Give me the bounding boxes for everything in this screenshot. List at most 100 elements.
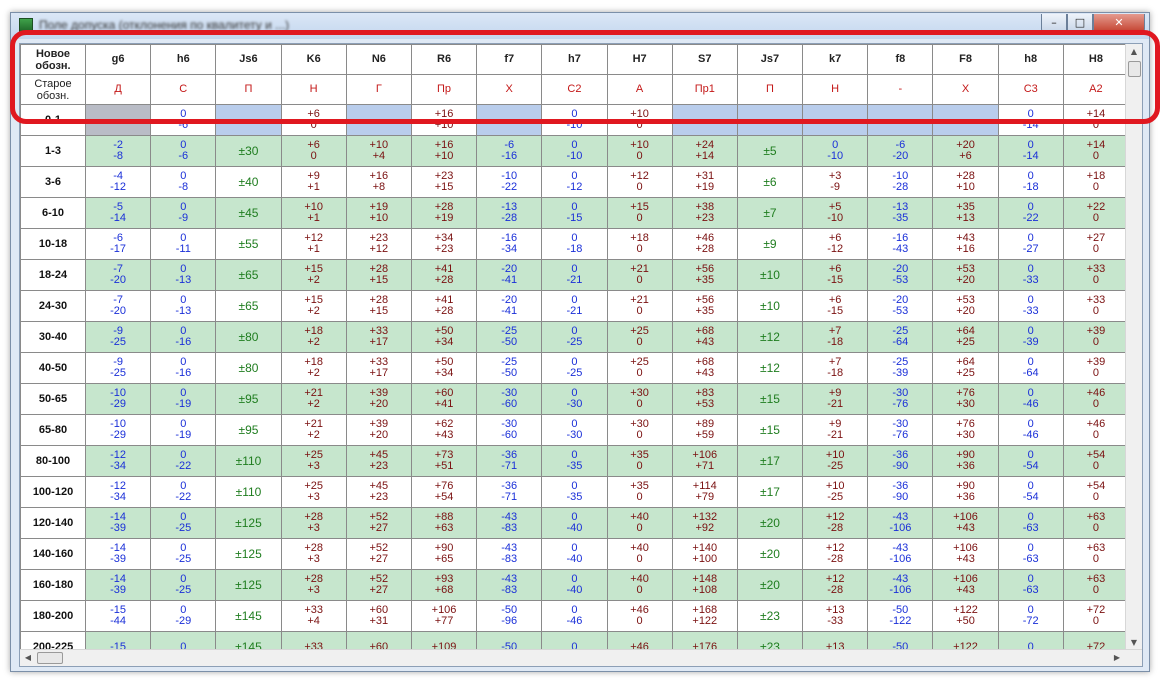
table-cell[interactable]: +16 +10: [410, 104, 478, 136]
table-cell[interactable]: 0 -29: [150, 600, 217, 632]
table-cell[interactable]: ±65: [215, 290, 282, 322]
table-cell[interactable]: -25 -50: [476, 321, 543, 353]
table-cell[interactable]: +30 0: [606, 383, 673, 415]
table-cell[interactable]: +12 -28: [802, 507, 869, 539]
table-cell[interactable]: +41 +28: [410, 259, 478, 291]
column-header-n6[interactable]: N6: [345, 44, 412, 75]
table-cell[interactable]: +28 +15: [345, 290, 412, 322]
row-header-range[interactable]: 120-140: [20, 507, 86, 539]
table-cell[interactable]: -15 -44: [84, 600, 152, 632]
table-cell[interactable]: [84, 104, 152, 136]
table-cell[interactable]: 0 -8: [150, 166, 217, 198]
table-cell[interactable]: +63 0: [1062, 569, 1130, 601]
row-header-range[interactable]: 180-200: [20, 600, 86, 632]
table-cell[interactable]: +52 +27: [345, 538, 412, 570]
table-cell[interactable]: +45 +23: [345, 476, 412, 508]
table-cell[interactable]: +35 0: [606, 445, 673, 477]
table-cell[interactable]: +106 +77: [410, 600, 478, 632]
table-cell[interactable]: -43 -83: [476, 538, 543, 570]
table-cell[interactable]: +46 0: [606, 600, 673, 632]
table-cell[interactable]: 0 -21: [541, 259, 608, 291]
table-cell[interactable]: [345, 104, 412, 136]
table-cell[interactable]: ±125: [215, 538, 282, 570]
table-cell[interactable]: +31 +19: [671, 166, 738, 198]
table-cell[interactable]: 0 -14: [997, 104, 1064, 136]
maximize-button[interactable]: □: [1067, 14, 1093, 33]
table-cell[interactable]: +24 +14: [671, 135, 738, 167]
table-cell[interactable]: -13 -35: [867, 197, 934, 229]
table-cell[interactable]: +23 +12: [345, 228, 412, 260]
table-cell[interactable]: 0 -14: [997, 135, 1064, 167]
table-cell[interactable]: +9 -21: [802, 414, 869, 446]
table-cell[interactable]: +12 +1: [280, 228, 347, 260]
table-cell[interactable]: -25 -50: [476, 352, 543, 384]
table-cell[interactable]: +122 +50: [932, 600, 999, 632]
table-cell[interactable]: +28 +3: [280, 507, 347, 539]
table-cell[interactable]: +63 0: [1062, 507, 1130, 539]
table-cell[interactable]: +35 0: [606, 476, 673, 508]
table-cell[interactable]: +5 -10: [802, 197, 869, 229]
row-header-range[interactable]: 140-160: [20, 538, 86, 570]
table-cell[interactable]: -6 -20: [867, 135, 934, 167]
table-cell[interactable]: +12 -28: [802, 569, 869, 601]
table-cell[interactable]: +28 +19: [410, 197, 478, 229]
table-cell[interactable]: +148 +108: [671, 569, 738, 601]
table-cell[interactable]: +10 0: [606, 135, 673, 167]
column-header-g6[interactable]: g6: [84, 44, 152, 75]
table-cell[interactable]: +140 +100: [671, 538, 738, 570]
table-cell[interactable]: +12 -28: [802, 538, 869, 570]
table-cell[interactable]: +15 +2: [280, 259, 347, 291]
table-cell[interactable]: +33 +17: [345, 352, 412, 384]
table-cell[interactable]: ±65: [215, 259, 282, 291]
table-cell[interactable]: ±145: [215, 600, 282, 632]
table-cell[interactable]: +10 -25: [802, 445, 869, 477]
table-cell[interactable]: +30 0: [606, 414, 673, 446]
table-cell[interactable]: 0 -18: [541, 228, 608, 260]
table-cell[interactable]: ±80: [215, 352, 282, 384]
table-cell[interactable]: +88 +63: [410, 507, 478, 539]
column-header-f7[interactable]: f7: [476, 44, 543, 75]
table-cell[interactable]: ±55: [215, 228, 282, 260]
row-header-range[interactable]: 18-24: [20, 259, 86, 291]
table-cell[interactable]: ±17: [736, 445, 804, 477]
table-cell[interactable]: ±95: [215, 383, 282, 415]
table-cell[interactable]: 0 -10: [541, 135, 608, 167]
scroll-up-arrow-icon[interactable]: ▲: [1130, 47, 1138, 56]
column-header-h6[interactable]: h6: [150, 44, 217, 75]
table-cell[interactable]: +28 +3: [280, 538, 347, 570]
table-cell[interactable]: +39 +20: [345, 383, 412, 415]
row-header-range[interactable]: 6-10: [20, 197, 86, 229]
table-cell[interactable]: +12 0: [606, 166, 673, 198]
table-cell[interactable]: 0 -46: [997, 414, 1064, 446]
table-cell[interactable]: +14 0: [1062, 135, 1130, 167]
table-cell[interactable]: 0 -39: [997, 321, 1064, 353]
table-cell[interactable]: +45 +23: [345, 445, 412, 477]
table-cell[interactable]: -43 -83: [476, 507, 543, 539]
scroll-down-arrow-icon[interactable]: ▼: [1130, 638, 1138, 647]
table-cell[interactable]: +10 +1: [280, 197, 347, 229]
table-cell[interactable]: +40 0: [606, 569, 673, 601]
table-cell[interactable]: ±110: [215, 445, 282, 477]
table-cell[interactable]: -36 -90: [867, 445, 934, 477]
table-cell[interactable]: -16 -43: [867, 228, 934, 260]
table-cell[interactable]: 0 -25: [150, 569, 217, 601]
table-cell[interactable]: 0 -40: [541, 569, 608, 601]
table-cell[interactable]: 0 -54: [997, 476, 1064, 508]
minimize-button[interactable]: –: [1041, 14, 1067, 33]
table-cell[interactable]: +56 +35: [671, 259, 738, 291]
table-cell[interactable]: +10 -25: [802, 476, 869, 508]
table-cell[interactable]: -7 -20: [84, 290, 152, 322]
table-cell[interactable]: +22 0: [1062, 197, 1130, 229]
table-cell[interactable]: +21 +2: [280, 414, 347, 446]
table-cell[interactable]: 0 -6: [150, 135, 217, 167]
table-cell[interactable]: ±40: [215, 166, 282, 198]
table-cell[interactable]: +18 +2: [280, 321, 347, 353]
table-cell[interactable]: ±20: [736, 507, 804, 539]
table-cell[interactable]: +43 +16: [932, 228, 999, 260]
table-cell[interactable]: +13 -33: [802, 600, 869, 632]
table-cell[interactable]: +35 +13: [932, 197, 999, 229]
table-cell[interactable]: +33 +4: [280, 600, 347, 632]
scroll-left-arrow-icon[interactable]: ◀: [24, 653, 32, 662]
table-cell[interactable]: -36 -90: [867, 476, 934, 508]
table-cell[interactable]: +76 +30: [932, 414, 999, 446]
